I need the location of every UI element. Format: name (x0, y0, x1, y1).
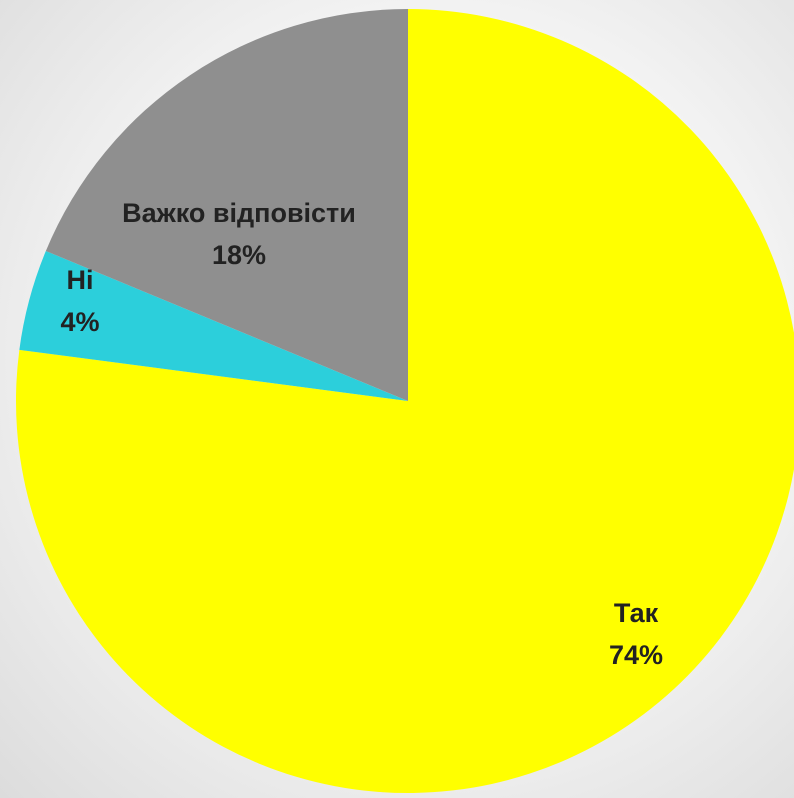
slice-value-label: 4% (60, 307, 99, 337)
pie-slice (16, 9, 794, 793)
slice-category-label: Ні (67, 265, 94, 295)
pie-slices (16, 9, 794, 793)
slice-value-label: 74% (609, 640, 663, 670)
pie-slice (19, 250, 408, 401)
pie-labels: Так 74% Ні 4% Важко відповісти 18% (60, 198, 663, 670)
slice-category-label: Важко відповісти (122, 198, 356, 228)
slice-category-label: Так (614, 598, 659, 628)
pie-slice (45, 9, 409, 401)
slice-value-label: 18% (212, 240, 266, 270)
